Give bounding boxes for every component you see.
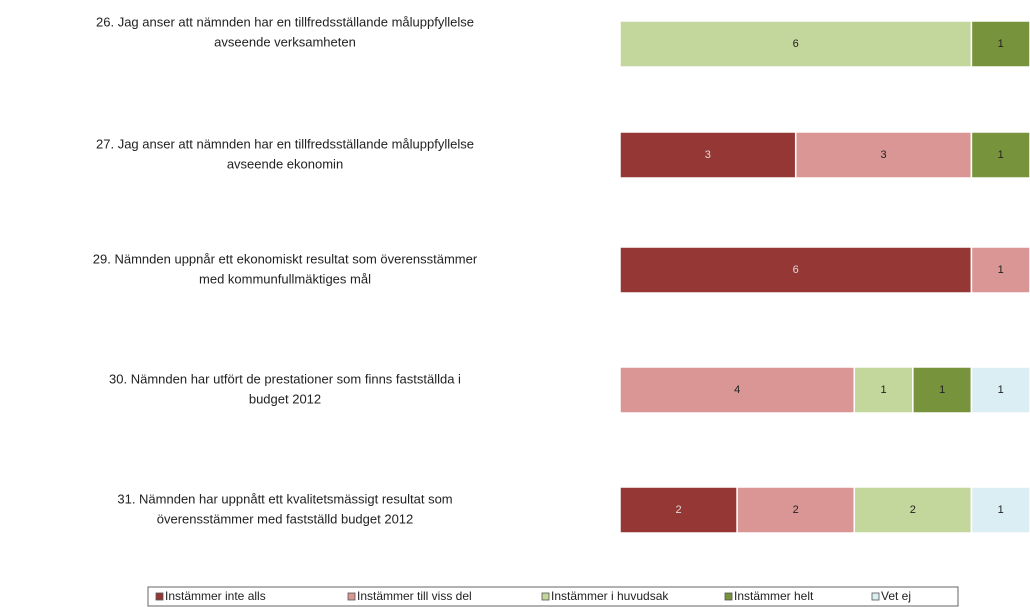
category-label: 30. Nämnden har utfört de prestationer s… — [109, 371, 461, 386]
bar-segment — [619, 366, 856, 414]
bar-segment — [912, 366, 973, 414]
bar-segment — [794, 131, 973, 179]
seg-label: 2 — [676, 504, 682, 516]
legend-box — [147, 586, 959, 607]
bar-segment — [853, 366, 914, 414]
category-label: överensstämmer med fastställd budget 201… — [157, 511, 414, 526]
seg-label: 1 — [998, 149, 1004, 161]
bar-segment — [619, 131, 797, 179]
legend-label: Instämmer i huvudsak — [551, 589, 669, 603]
seg-label: 1 — [939, 384, 945, 396]
category-label: 26. Jag anser att nämnden har en tillfre… — [96, 14, 474, 29]
bar-segment — [970, 366, 1030, 414]
bar-segment — [853, 486, 973, 534]
seg-label: 1 — [998, 504, 1004, 516]
category-label: med kommunfullmäktiges mål — [199, 271, 371, 286]
legend-swatch — [871, 592, 880, 601]
bar-segment — [970, 20, 1030, 68]
seg-label: 1 — [998, 384, 1004, 396]
bar-segment — [970, 486, 1030, 534]
category-label: 29. Nämnden uppnår ett ekonomiskt result… — [93, 251, 478, 266]
category-label: budget 2012 — [249, 391, 321, 406]
category-label: avseende ekonomin — [227, 156, 343, 171]
seg-label: 6 — [793, 38, 799, 50]
seg-label: 2 — [793, 504, 799, 516]
bar-segment — [619, 246, 973, 294]
seg-label: 3 — [705, 149, 711, 161]
bar-segment — [619, 20, 973, 68]
category-label: 27. Jag anser att nämnden har en tillfre… — [96, 136, 474, 151]
legend-label: Instämmer inte alls — [165, 589, 266, 603]
bar-segment — [736, 486, 856, 534]
seg-label: 1 — [998, 264, 1004, 276]
seg-label: 6 — [793, 264, 799, 276]
seg-label: 2 — [910, 504, 916, 516]
legend-swatch — [155, 592, 164, 601]
seg-label: 1 — [998, 38, 1004, 50]
seg-label: 4 — [734, 384, 740, 396]
seg-label: 3 — [881, 149, 887, 161]
legend-label: Instämmer till viss del — [357, 589, 472, 603]
category-label: avseende verksamheten — [214, 34, 356, 49]
seg-label: 1 — [881, 384, 887, 396]
bar-segment — [970, 131, 1030, 179]
category-label: 31. Nämnden har uppnått ett kvalitetsmäs… — [117, 491, 452, 506]
legend-swatch — [347, 592, 356, 601]
bar-segment — [619, 486, 738, 534]
legend-swatch — [541, 592, 550, 601]
legend-label: Instämmer helt — [734, 589, 814, 603]
bar-segment — [970, 246, 1030, 294]
legend-label: Vet ej — [881, 589, 911, 603]
legend-swatch — [724, 592, 733, 601]
